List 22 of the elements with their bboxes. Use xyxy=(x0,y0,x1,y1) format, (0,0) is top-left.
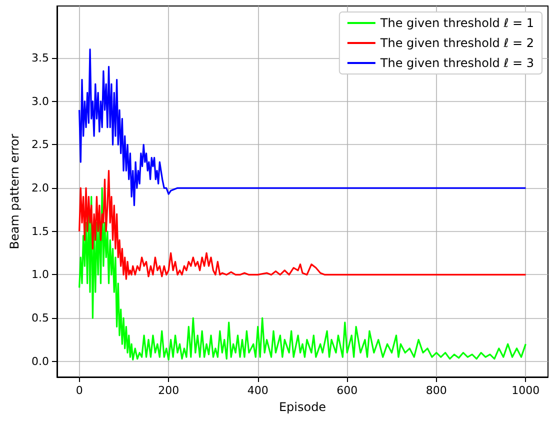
x-tick-label: 400 xyxy=(247,384,268,397)
y-tick-label: 3.0 xyxy=(32,94,49,108)
legend-label: The given threshold ℓ = 3 xyxy=(379,56,534,70)
x-tick-label: 200 xyxy=(158,384,180,397)
x-tick-label: 0 xyxy=(76,384,83,397)
y-tick-label: 0.0 xyxy=(32,354,49,368)
x-tick-label: 600 xyxy=(336,384,358,397)
legend-label: The given threshold ℓ = 2 xyxy=(379,36,534,50)
y-tick-label: 1.5 xyxy=(32,224,49,238)
y-tick-label: 3.5 xyxy=(32,52,49,65)
y-tick-label: 2.0 xyxy=(32,182,49,195)
y-tick-label: 0.5 xyxy=(32,312,49,325)
x-axis-title: Episode xyxy=(278,400,326,414)
legend-label: The given threshold ℓ = 1 xyxy=(379,16,534,30)
y-tick-label: 2.5 xyxy=(32,138,49,152)
y-axis-title: Beam pattern error xyxy=(8,134,22,250)
line-series xyxy=(78,48,526,206)
line-series xyxy=(78,170,526,280)
x-tick-label: 800 xyxy=(426,384,447,397)
x-tick-label: 1000 xyxy=(512,384,540,397)
line-series xyxy=(78,187,526,360)
y-tick-label: 1.0 xyxy=(32,268,49,282)
